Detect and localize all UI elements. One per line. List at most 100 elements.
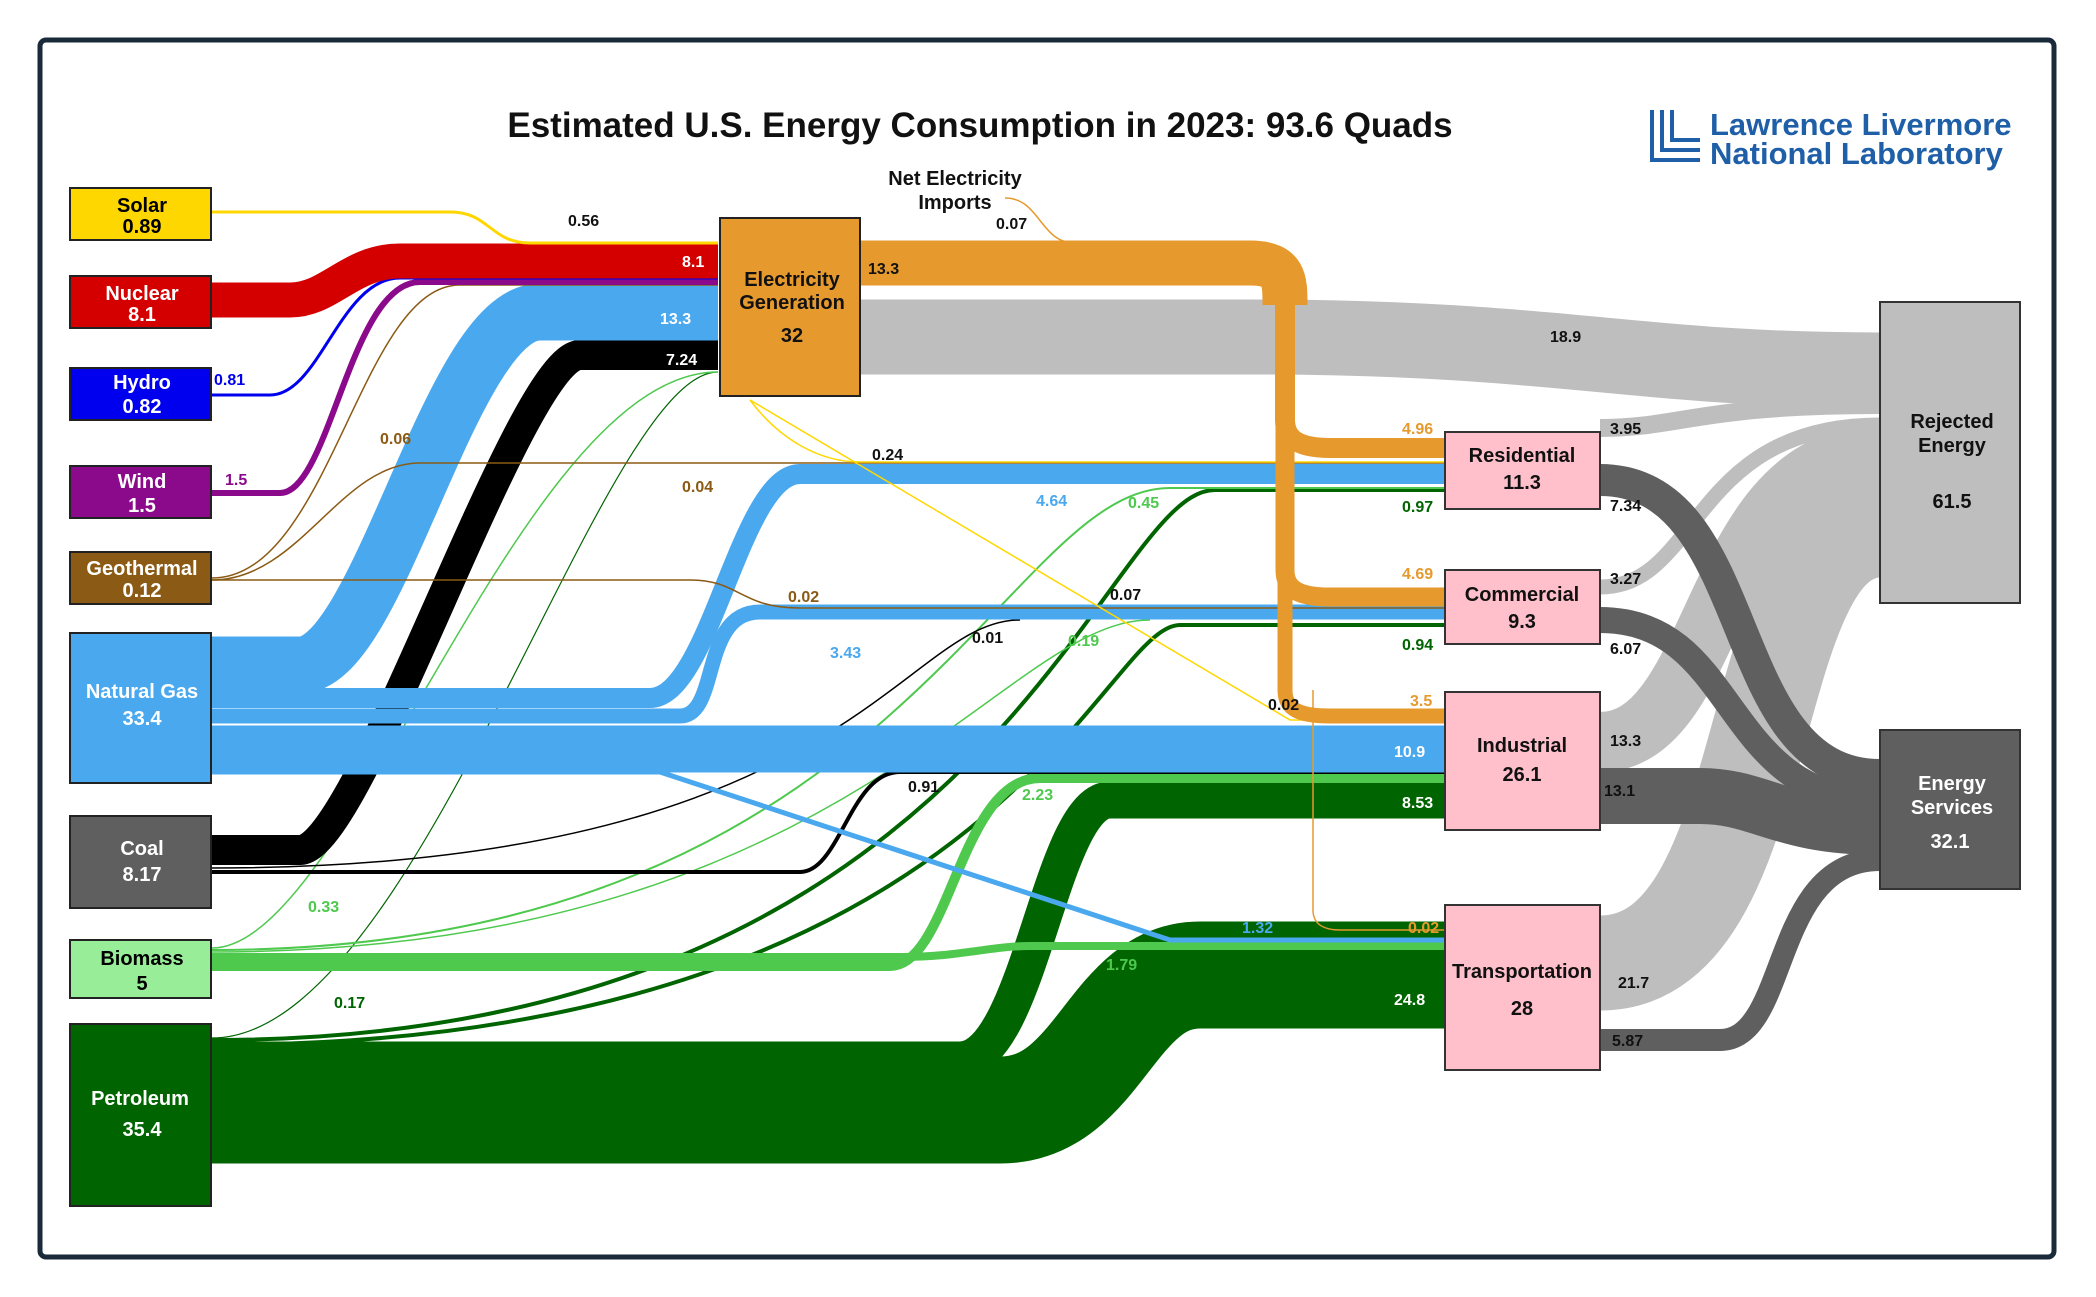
source-hydro-value: 0.82	[123, 396, 162, 418]
flow-pet-ind	[212, 781, 1445, 1079]
services-line-2: Services	[1911, 797, 1993, 819]
flow-bio-elec	[211, 371, 719, 949]
flow-labels: 0.56 8.1 0.81 1.5 0.06 13.3 7.24 0.07 13…	[214, 213, 1649, 1050]
flow-solar-elec	[212, 210, 718, 245]
flow-gas-com	[212, 604, 1445, 724]
label-gas-res: 4.64	[1036, 493, 1067, 510]
flow-gas-trans	[212, 769, 1445, 943]
source-natural-gas: Natural Gas 33.4	[69, 632, 212, 784]
label-coal-elec: 7.24	[666, 352, 697, 369]
rejected-line-1: Rejected	[1910, 411, 1993, 433]
label-pet-ind: 8.53	[1402, 795, 1433, 812]
label-elec-rejected: 18.9	[1550, 329, 1581, 346]
electricity-generation-node: Electricity Generation 32	[719, 217, 861, 397]
label-solar-elec: 0.56	[568, 213, 599, 230]
source-nuclear-value: 8.1	[128, 304, 156, 326]
flow-bio-res	[211, 487, 1445, 951]
source-wind-value: 1.5	[128, 495, 156, 517]
flow-res-rejected	[1599, 396, 1881, 437]
label-pet-trans: 24.8	[1394, 992, 1425, 1009]
logo-line-2: National Laboratory	[1710, 136, 2004, 171]
flow-coal-elec	[212, 340, 718, 865]
electricity-line-1: Electricity	[744, 269, 840, 291]
label-elec-com: 4.69	[1402, 566, 1433, 583]
sector-commercial: Commercial 9.3	[1444, 569, 1601, 645]
flow-com-services	[1599, 607, 1881, 813]
source-geothermal: Geothermal 0.12	[69, 551, 212, 605]
chart-title: Estimated U.S. Energy Consumption in 202…	[507, 106, 1452, 145]
llnl-logo-mark-icon	[1650, 110, 1700, 162]
label-bio-trans: 1.79	[1106, 957, 1137, 974]
flows	[211, 197, 1886, 1164]
flow-nuclear-elec	[212, 243, 718, 318]
flow-geo-res	[211, 462, 1445, 581]
source-solar-name: Solar	[117, 195, 167, 217]
label-bio-elec: 0.33	[308, 899, 339, 916]
flow-coal-ind	[212, 770, 1445, 874]
sector-industrial-name: Industrial	[1477, 735, 1567, 757]
flow-wind-elec	[212, 279, 718, 496]
energy-services-node: Energy Services 32.1	[1879, 729, 2021, 890]
label-gas-com: 3.43	[830, 645, 861, 662]
source-geothermal-name: Geothermal	[86, 558, 197, 580]
source-nuclear: Nuclear 8.1	[69, 275, 212, 329]
flow-hydro-elec	[212, 276, 718, 397]
label-hydro: 0.81	[214, 372, 245, 389]
flow-pet-com	[211, 623, 1445, 1047]
flow-elec-sectors	[860, 240, 1308, 306]
electricity-value: 32	[781, 325, 803, 347]
source-natural-gas-name: Natural Gas	[86, 681, 198, 703]
label-elec-trans: 0.02	[1408, 920, 1439, 937]
flow-elec-ind	[1277, 560, 1445, 724]
flow-trans-services	[1600, 849, 1881, 1051]
label-solar-res: 0.24	[872, 447, 903, 464]
label-pet-com: 0.94	[1402, 637, 1433, 654]
source-solar-value: 0.89	[123, 216, 162, 238]
sector-industrial-value: 26.1	[1503, 764, 1542, 786]
source-coal-name: Coal	[120, 838, 163, 860]
source-biomass-name: Biomass	[100, 948, 183, 970]
label-geo-elec: 0.06	[380, 431, 411, 448]
label-geo-res: 0.04	[682, 479, 713, 496]
label-pet-res: 0.97	[1402, 499, 1433, 516]
source-wind: Wind 1.5	[69, 465, 212, 519]
imports-label-line-2: Imports	[918, 192, 991, 214]
label-elec-ind: 3.5	[1410, 693, 1432, 710]
source-nuclear-name: Nuclear	[105, 283, 179, 305]
llnl-logo: Lawrence Livermore National Laboratory	[1650, 107, 2012, 171]
logo-line-1: Lawrence Livermore	[1710, 107, 2012, 142]
flow-bio-trans	[212, 942, 1445, 961]
source-biomass-value: 5	[136, 973, 147, 995]
label-com-rej: 3.27	[1610, 571, 1641, 588]
imports-label-line-1: Net Electricity	[888, 168, 1022, 190]
services-line-1: Energy	[1918, 773, 1987, 795]
sector-residential-value: 11.3	[1503, 472, 1541, 494]
label-elec-out: 13.3	[868, 261, 899, 278]
label-gas-ind: 10.9	[1394, 744, 1425, 761]
services-value: 32.1	[1931, 831, 1970, 853]
rejected-value: 61.5	[1933, 491, 1972, 513]
label-res-serv: 7.34	[1610, 498, 1641, 515]
source-coal: Coal 8.17	[69, 815, 212, 909]
source-wind-name: Wind	[118, 471, 167, 493]
label-solar-ind: 0.02	[1268, 697, 1299, 714]
sector-transportation-value: 28	[1511, 998, 1533, 1020]
electricity-line-2: Generation	[739, 292, 845, 314]
flow-res-services	[1599, 464, 1881, 791]
flow-bio-com	[211, 619, 1151, 953]
label-coal-com: 0.01	[972, 630, 1003, 647]
flow-ind-services	[1600, 768, 1881, 855]
sector-residential: Residential 11.3	[1444, 431, 1601, 510]
label-imports: 0.07	[996, 216, 1027, 233]
flow-elec-trans	[1312, 690, 1445, 931]
label-com-serv: 6.07	[1610, 641, 1641, 658]
source-petroleum: Petroleum 35.4	[69, 1023, 212, 1207]
label-pet-elec: 0.17	[334, 995, 365, 1012]
flow-com-rejected	[1599, 417, 1881, 595]
source-natural-gas-value: 33.4	[123, 708, 163, 730]
label-gas-elec: 13.3	[660, 311, 691, 328]
label-bio-ind: 2.23	[1022, 787, 1053, 804]
sector-industrial: Industrial 26.1	[1444, 691, 1601, 831]
